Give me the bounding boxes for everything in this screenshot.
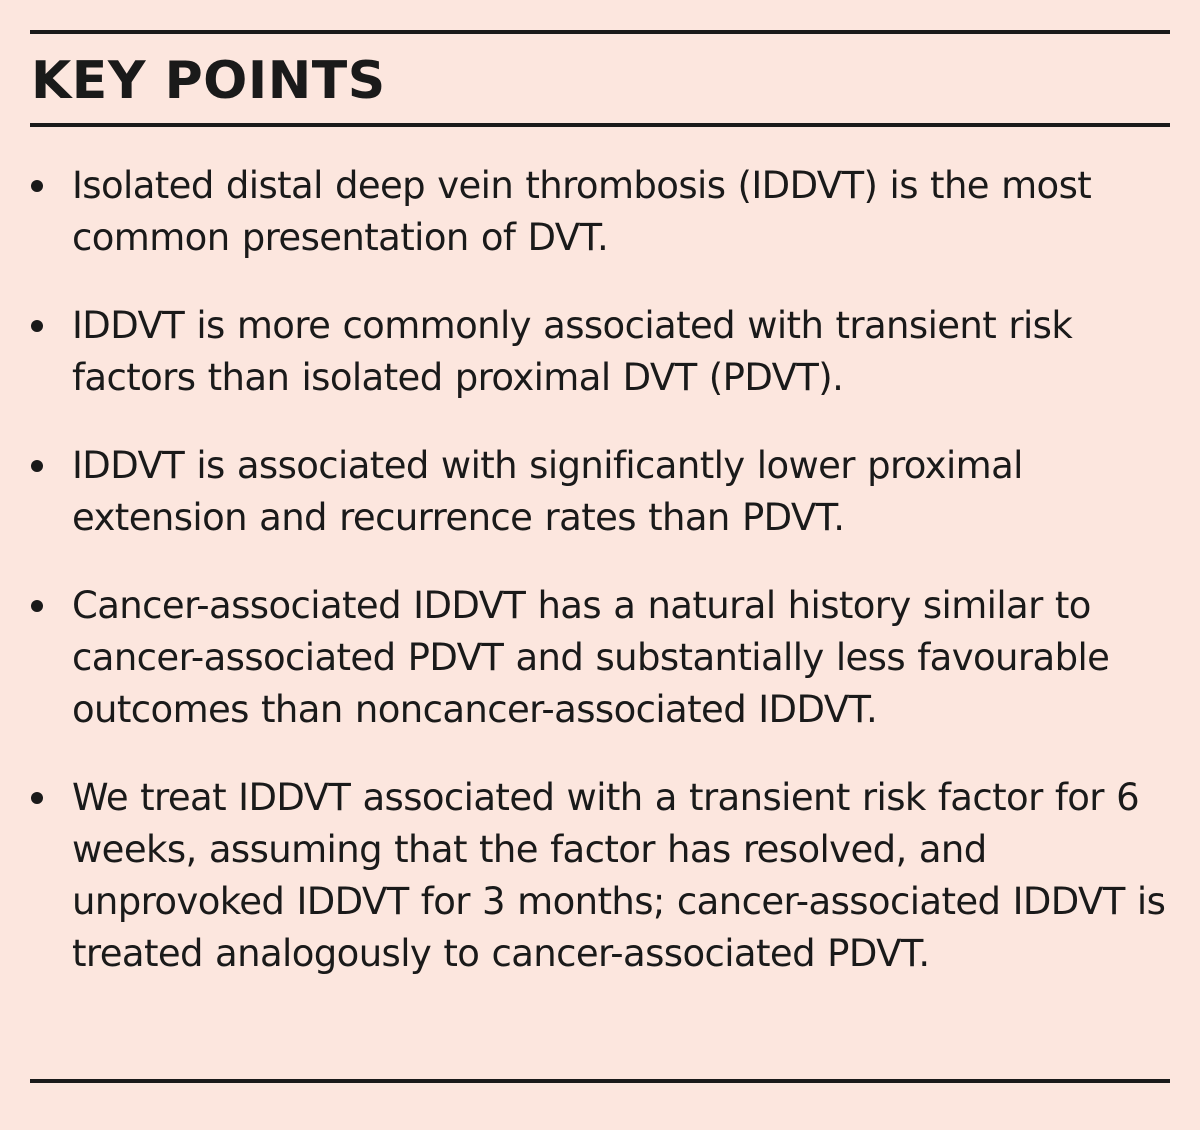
bullet-icon: [31, 792, 43, 804]
key-point-text: Isolated distal deep vein thrombosis (ID…: [72, 164, 1092, 259]
bullet-icon: [31, 180, 43, 192]
bottom-rule: [30, 1079, 1170, 1083]
key-points-list: Isolated distal deep vein thrombosis (ID…: [30, 160, 1170, 1016]
key-point-text: Cancer-associated IDDVT has a natural hi…: [72, 584, 1110, 731]
bullet-icon: [31, 320, 43, 332]
top-rule: [30, 30, 1170, 34]
key-point-1: Isolated distal deep vein thrombosis (ID…: [30, 160, 1170, 264]
box-heading: KEY POINTS: [31, 51, 386, 111]
key-point-3: IDDVT is associated with significantly l…: [30, 440, 1170, 544]
bullet-icon: [31, 460, 43, 472]
key-point-5: We treat IDDVT associated with a transie…: [30, 772, 1170, 980]
key-point-text: IDDVT is associated with significantly l…: [72, 444, 1023, 539]
key-point-2: IDDVT is more commonly associated with t…: [30, 300, 1170, 404]
key-point-4: Cancer-associated IDDVT has a natural hi…: [30, 580, 1170, 736]
key-point-text: IDDVT is more commonly associated with t…: [72, 304, 1073, 399]
bullet-icon: [31, 600, 43, 612]
heading-rule: [30, 123, 1170, 127]
key-point-text: We treat IDDVT associated with a transie…: [72, 776, 1166, 975]
